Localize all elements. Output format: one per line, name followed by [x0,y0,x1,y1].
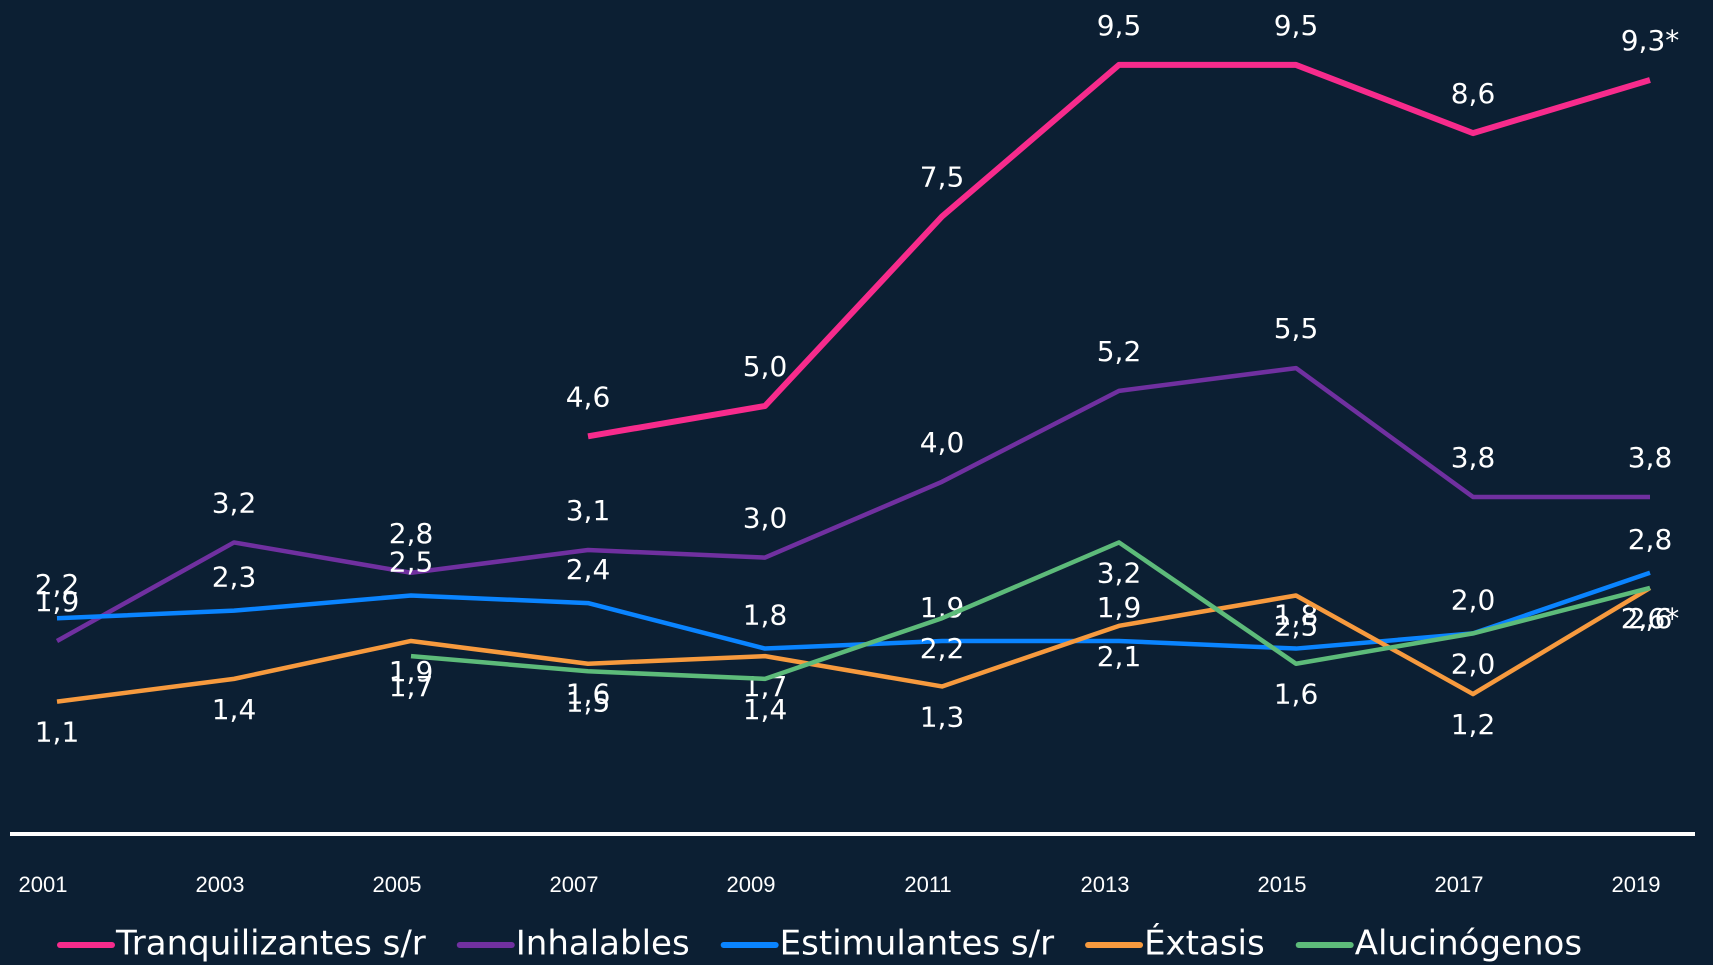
series-line [55,365,1650,643]
x-tick-label: 2001 [19,872,68,897]
value-label: 2,5 [389,546,434,579]
series-line [56,585,1652,704]
value-label: 7,5 [920,161,965,194]
value-label: 1,4 [212,693,257,726]
value-label: 2,5 [1274,610,1319,643]
series-line [56,570,1651,651]
value-label: 2,2 [35,568,80,601]
value-label: 3,2 [212,486,257,519]
x-tick-label: 2007 [550,872,599,897]
x-tick-label: 2017 [1435,872,1484,897]
series-line [410,540,1651,682]
legend-label: Éxtasis [1144,923,1265,964]
x-tick-label: 2015 [1258,872,1307,897]
value-label: 2,3 [212,561,257,594]
value-label: 2,8 [389,517,434,550]
value-label: 1,6 [1274,678,1319,711]
value-label: 2,1 [1097,640,1142,673]
value-label: 4,6 [566,380,611,413]
value-label: 3,1 [566,494,611,527]
value-label: 1,3 [920,700,965,733]
value-label: 3,8 [1628,441,1673,474]
value-label: 2,6 [1628,602,1673,635]
series-line [587,61,1651,440]
value-label: 1,4 [743,693,788,726]
x-tick-label: 2003 [196,872,245,897]
value-label: 4,0 [920,426,965,459]
value-label: 8,6 [1451,77,1496,110]
x-tick-label: 2013 [1081,872,1130,897]
legend-label: Tranquilizantes s/r [115,924,426,964]
x-tick-label: 2019 [1612,872,1661,897]
value-label: 3,2 [1097,556,1142,589]
value-label: 3,0 [743,502,788,535]
value-label: 2,0 [1451,647,1496,680]
value-label: 9,5 [1097,9,1142,42]
value-label: 5,2 [1097,335,1142,368]
value-label: 1,8 [743,599,788,632]
x-tick-label: 2005 [373,872,422,897]
x-tick-label: 2009 [727,872,776,897]
value-label: 5,5 [1274,312,1319,345]
value-label: 1,1 [35,716,80,749]
value-label: 1,2 [1451,708,1496,741]
value-label: 5,0 [743,350,788,383]
legend-label: Estimulantes s/r [780,924,1054,964]
legend-label: Alucinógenos [1355,924,1582,964]
value-label: 1,9 [1097,591,1142,624]
value-label: 9,3* [1621,24,1680,57]
value-label: 2,4 [566,553,611,586]
x-tick-label: 2011 [904,872,951,897]
value-label: 1,9 [389,655,434,688]
value-label: 2,8 [1628,523,1673,556]
value-label: 9,5 [1274,9,1319,42]
value-label: 2,2 [920,632,965,665]
value-label: 2,6* [1621,602,1680,635]
value-label: 1,7 [389,670,434,703]
value-label: 1,9 [35,585,80,618]
legend-label: Inhalables [516,924,690,964]
value-label: 2,0 [1451,583,1496,616]
value-label: 1,6 [566,678,611,711]
value-label: 1,5 [566,685,611,718]
value-label: 3,8 [1451,441,1496,474]
